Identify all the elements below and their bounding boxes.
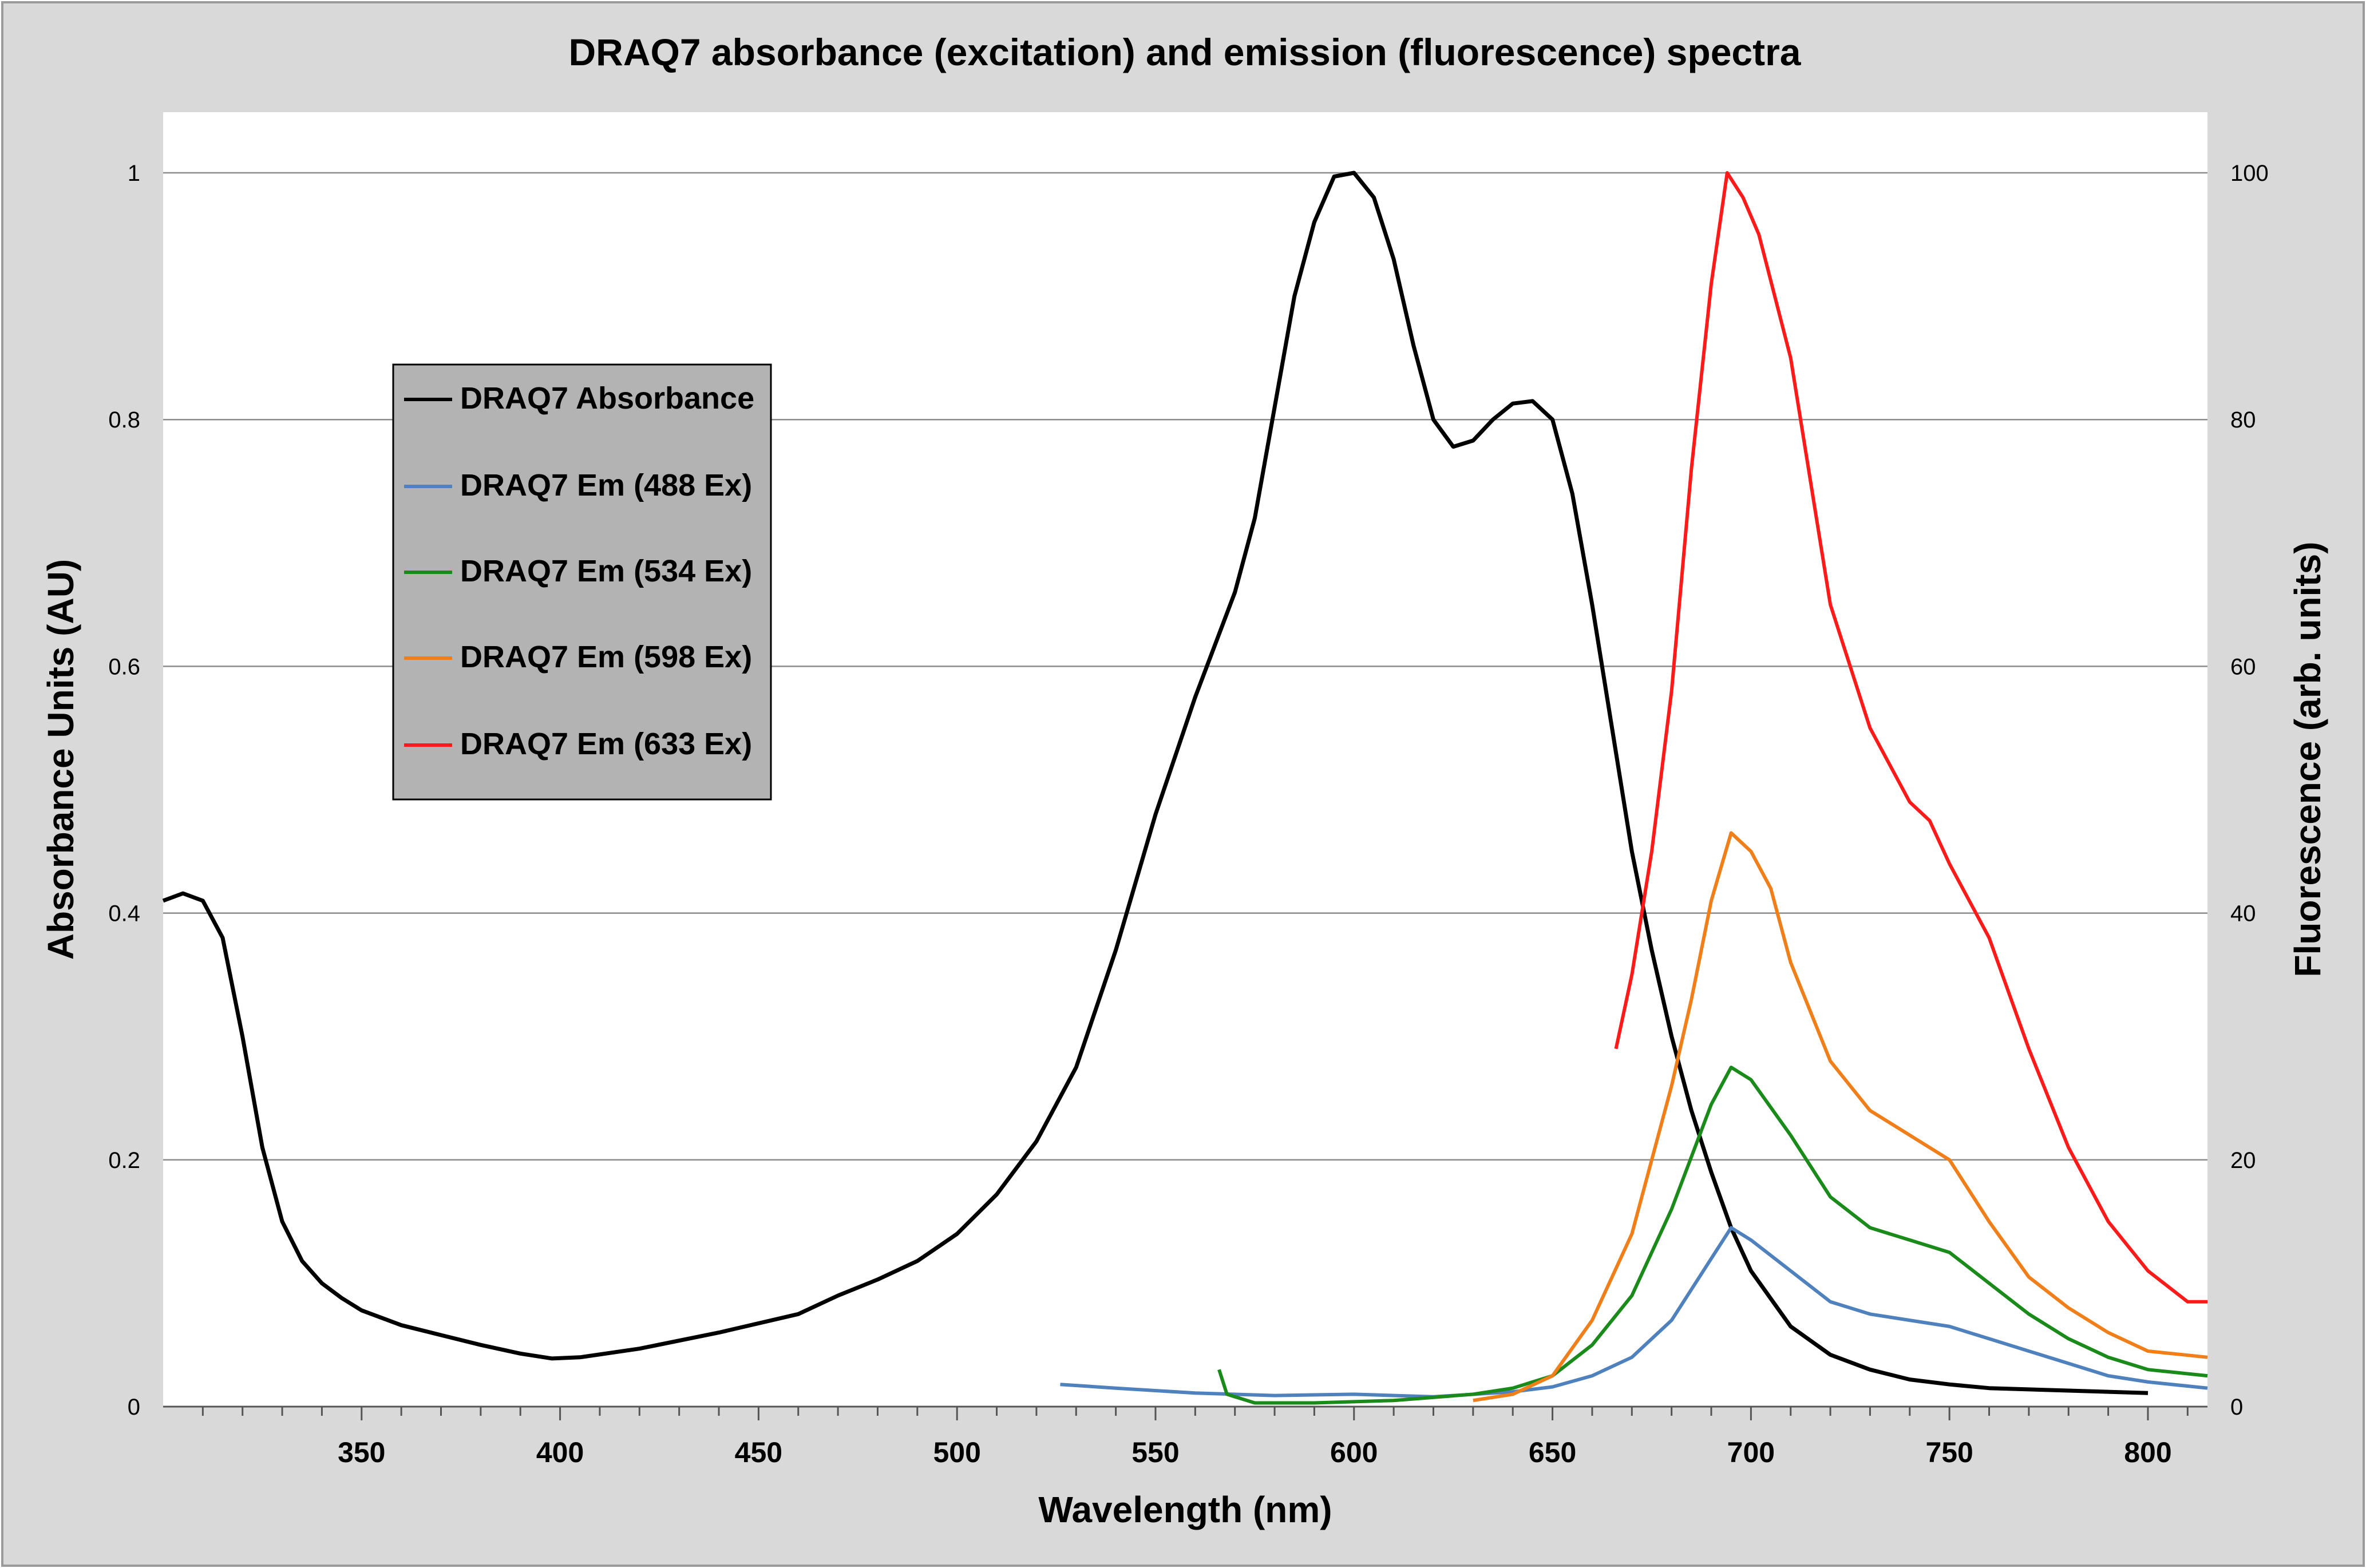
y2-tick-label: 0 — [2230, 1395, 2243, 1420]
x-tick-label: 400 — [536, 1436, 584, 1468]
x-tick-label: 650 — [1529, 1436, 1576, 1468]
y-tick-label: 0.8 — [108, 407, 140, 433]
x-tick-label: 700 — [1727, 1436, 1775, 1468]
legend-label: DRAQ7 Em (598 Ex) — [460, 640, 752, 674]
y2-tick-label: 80 — [2230, 407, 2256, 433]
y2-tick-label: 100 — [2230, 161, 2269, 186]
x-tick-label: 800 — [2124, 1436, 2171, 1468]
y-tick-label: 0.4 — [108, 901, 140, 926]
x-tick-label: 600 — [1330, 1436, 1378, 1468]
series-line-4 — [1614, 171, 2207, 1304]
y-tick-label: 0 — [128, 1395, 140, 1420]
x-axis-ticks — [201, 1407, 2189, 1420]
y-tick-label: 0.6 — [108, 654, 140, 679]
x-tick-label: 350 — [338, 1436, 385, 1468]
y2-tick-label: 40 — [2230, 901, 2256, 926]
x-axis-title: Wavelength (nm) — [1038, 1489, 1332, 1530]
x-tick-labels: 350 400 450 500 550 600 650 700 750 800 — [338, 1436, 2172, 1468]
series-line-2 — [1217, 1066, 2208, 1405]
legend-box — [392, 363, 772, 801]
series-line-0 — [162, 171, 2149, 1395]
x-tick-label: 500 — [933, 1436, 980, 1468]
legend: DRAQ7 Absorbance DRAQ7 Em (488 Ex) DRAQ7 E… — [392, 363, 772, 801]
y2-tick-label: 60 — [2230, 654, 2256, 679]
y2-axis-title: Fluorescence (arb. units) — [2287, 541, 2328, 977]
right-tick-labels: 0 20 40 60 80 100 — [2230, 161, 2269, 1420]
x-tick-label: 450 — [735, 1436, 782, 1468]
series-line-1 — [1060, 1226, 2208, 1399]
gridlines — [163, 172, 2207, 1161]
y-tick-label: 1 — [128, 161, 140, 186]
legend-label: DRAQ7 Em (488 Ex) — [460, 468, 752, 502]
y-axis-title: Absorbance Units (AU) — [40, 559, 81, 960]
series-line-3 — [1473, 831, 2208, 1403]
x-tick-label: 750 — [1925, 1436, 1973, 1468]
y-tick-label: 0.2 — [108, 1148, 140, 1173]
chart-title: DRAQ7 absorbance (excitation) and emissi… — [569, 31, 1802, 73]
x-tick-label: 550 — [1131, 1436, 1179, 1468]
series-lines — [162, 171, 2208, 1405]
legend-label: DRAQ7 Absorbance — [460, 381, 754, 415]
y2-tick-label: 20 — [2230, 1148, 2256, 1173]
left-tick-labels: 0 0.2 0.4 0.6 0.8 1 — [108, 161, 140, 1420]
legend-label: DRAQ7 Em (534 Ex) — [460, 554, 752, 588]
legend-label: DRAQ7 Em (633 Ex) — [460, 727, 752, 761]
